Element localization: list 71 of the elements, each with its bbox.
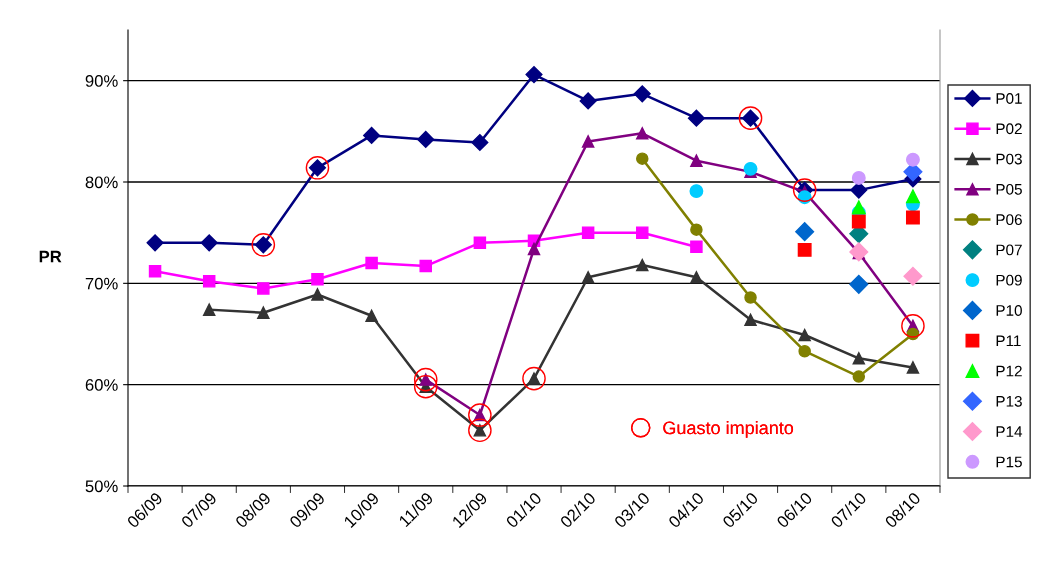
- y-tick-label: 90%: [85, 75, 118, 87]
- point: [419, 259, 432, 273]
- legend-label: P03: [996, 153, 1022, 165]
- point: [690, 240, 703, 254]
- point: [690, 271, 703, 284]
- point: [365, 256, 378, 270]
- point: [581, 226, 595, 239]
- point: [200, 234, 218, 252]
- point: [417, 130, 435, 148]
- point: [636, 127, 649, 140]
- point: [795, 222, 815, 242]
- legend-label: P06: [996, 214, 1022, 226]
- point: [689, 184, 704, 199]
- point: [311, 288, 324, 301]
- y-axis-title: PR: [39, 250, 62, 263]
- point: [850, 181, 868, 199]
- point: [687, 109, 705, 127]
- point: [257, 282, 270, 295]
- point: [581, 271, 595, 284]
- point: [744, 313, 757, 327]
- point: [852, 352, 866, 365]
- y-tick-label: 60%: [85, 379, 118, 391]
- point: [363, 126, 381, 144]
- legend-label: P15: [996, 456, 1022, 468]
- point: [798, 344, 811, 358]
- point: [202, 303, 216, 316]
- y-tick-label: 70%: [85, 277, 118, 290]
- point: [690, 223, 703, 236]
- point: [903, 266, 923, 286]
- point: [636, 152, 649, 165]
- legend-label: P07: [996, 244, 1022, 256]
- y-tick-label: 80%: [85, 176, 118, 189]
- legend-label: P14: [996, 426, 1023, 437]
- point: [311, 273, 324, 286]
- point: [851, 214, 866, 229]
- point: [471, 133, 489, 152]
- point: [851, 200, 866, 215]
- point: [527, 242, 541, 256]
- point: [365, 309, 378, 323]
- point: [797, 242, 812, 257]
- point: [798, 328, 811, 342]
- legend-label: P12: [996, 365, 1022, 377]
- point: [852, 370, 866, 383]
- point: [636, 258, 649, 272]
- legend-label: Guasto impianto: [663, 421, 794, 438]
- y-tick-label: 50%: [85, 480, 118, 493]
- point: [905, 210, 920, 225]
- point: [905, 152, 920, 167]
- point: [579, 92, 597, 110]
- legend-label: P09: [996, 274, 1022, 286]
- legend-label: P01: [996, 93, 1022, 104]
- point: [525, 66, 543, 84]
- point: [744, 291, 757, 304]
- point: [581, 135, 595, 148]
- point: [636, 226, 649, 239]
- point: [146, 234, 164, 252]
- legend-label: P05: [996, 183, 1022, 195]
- point: [633, 85, 651, 103]
- legend-label: P11: [996, 335, 1021, 347]
- point: [690, 154, 703, 167]
- point: [905, 189, 920, 204]
- point: [257, 306, 270, 319]
- legend-label: P02: [996, 123, 1022, 135]
- legend-label: P10: [996, 305, 1022, 316]
- point: [906, 361, 920, 374]
- point: [849, 274, 869, 294]
- point: [473, 236, 487, 250]
- legend-label: P13: [996, 395, 1022, 407]
- point: [148, 264, 162, 278]
- point: [851, 171, 866, 185]
- point: [202, 275, 216, 288]
